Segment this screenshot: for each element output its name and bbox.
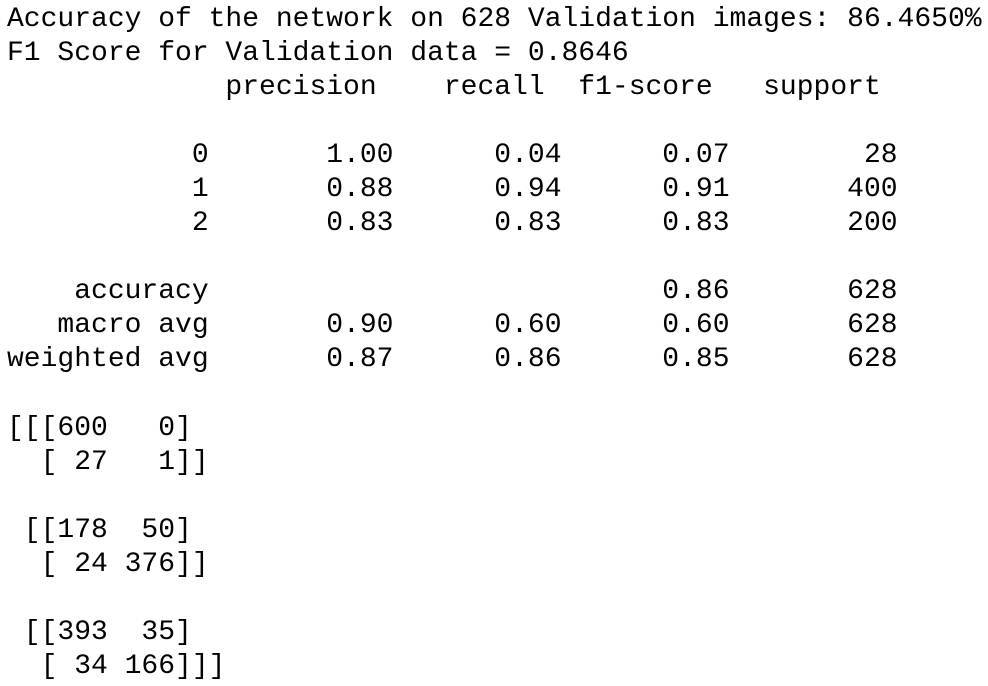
report-row-macro-avg: macro avg 0.90 0.60 0.60 628 (7, 310, 898, 341)
confusion-matrix-0-row-0: [[[600 0] (7, 413, 192, 444)
report-header-line: precision recall f1-score support (7, 72, 881, 103)
f1-score-summary-line: F1 Score for Validation data = 0.8646 (7, 38, 629, 69)
report-row-class-0: 0 1.00 0.04 0.07 28 (7, 140, 898, 171)
confusion-matrix-1-row-1: [ 24 376]] (7, 549, 209, 580)
confusion-matrix-1-row-0: [[178 50] (7, 515, 192, 546)
report-row-accuracy: accuracy 0.86 628 (7, 276, 898, 307)
confusion-matrix-2-row-1: [ 34 166]]] (7, 651, 226, 682)
accuracy-summary-line: Accuracy of the network on 628 Validatio… (7, 4, 982, 35)
report-row-class-1: 1 0.88 0.94 0.91 400 (7, 174, 898, 205)
confusion-matrix-0-row-1: [ 27 1]] (7, 447, 209, 478)
report-row-class-2: 2 0.83 0.83 0.83 200 (7, 208, 898, 239)
confusion-matrix-2-row-0: [[393 35] (7, 617, 192, 648)
report-row-weighted-avg: weighted avg 0.87 0.86 0.85 628 (7, 344, 898, 375)
